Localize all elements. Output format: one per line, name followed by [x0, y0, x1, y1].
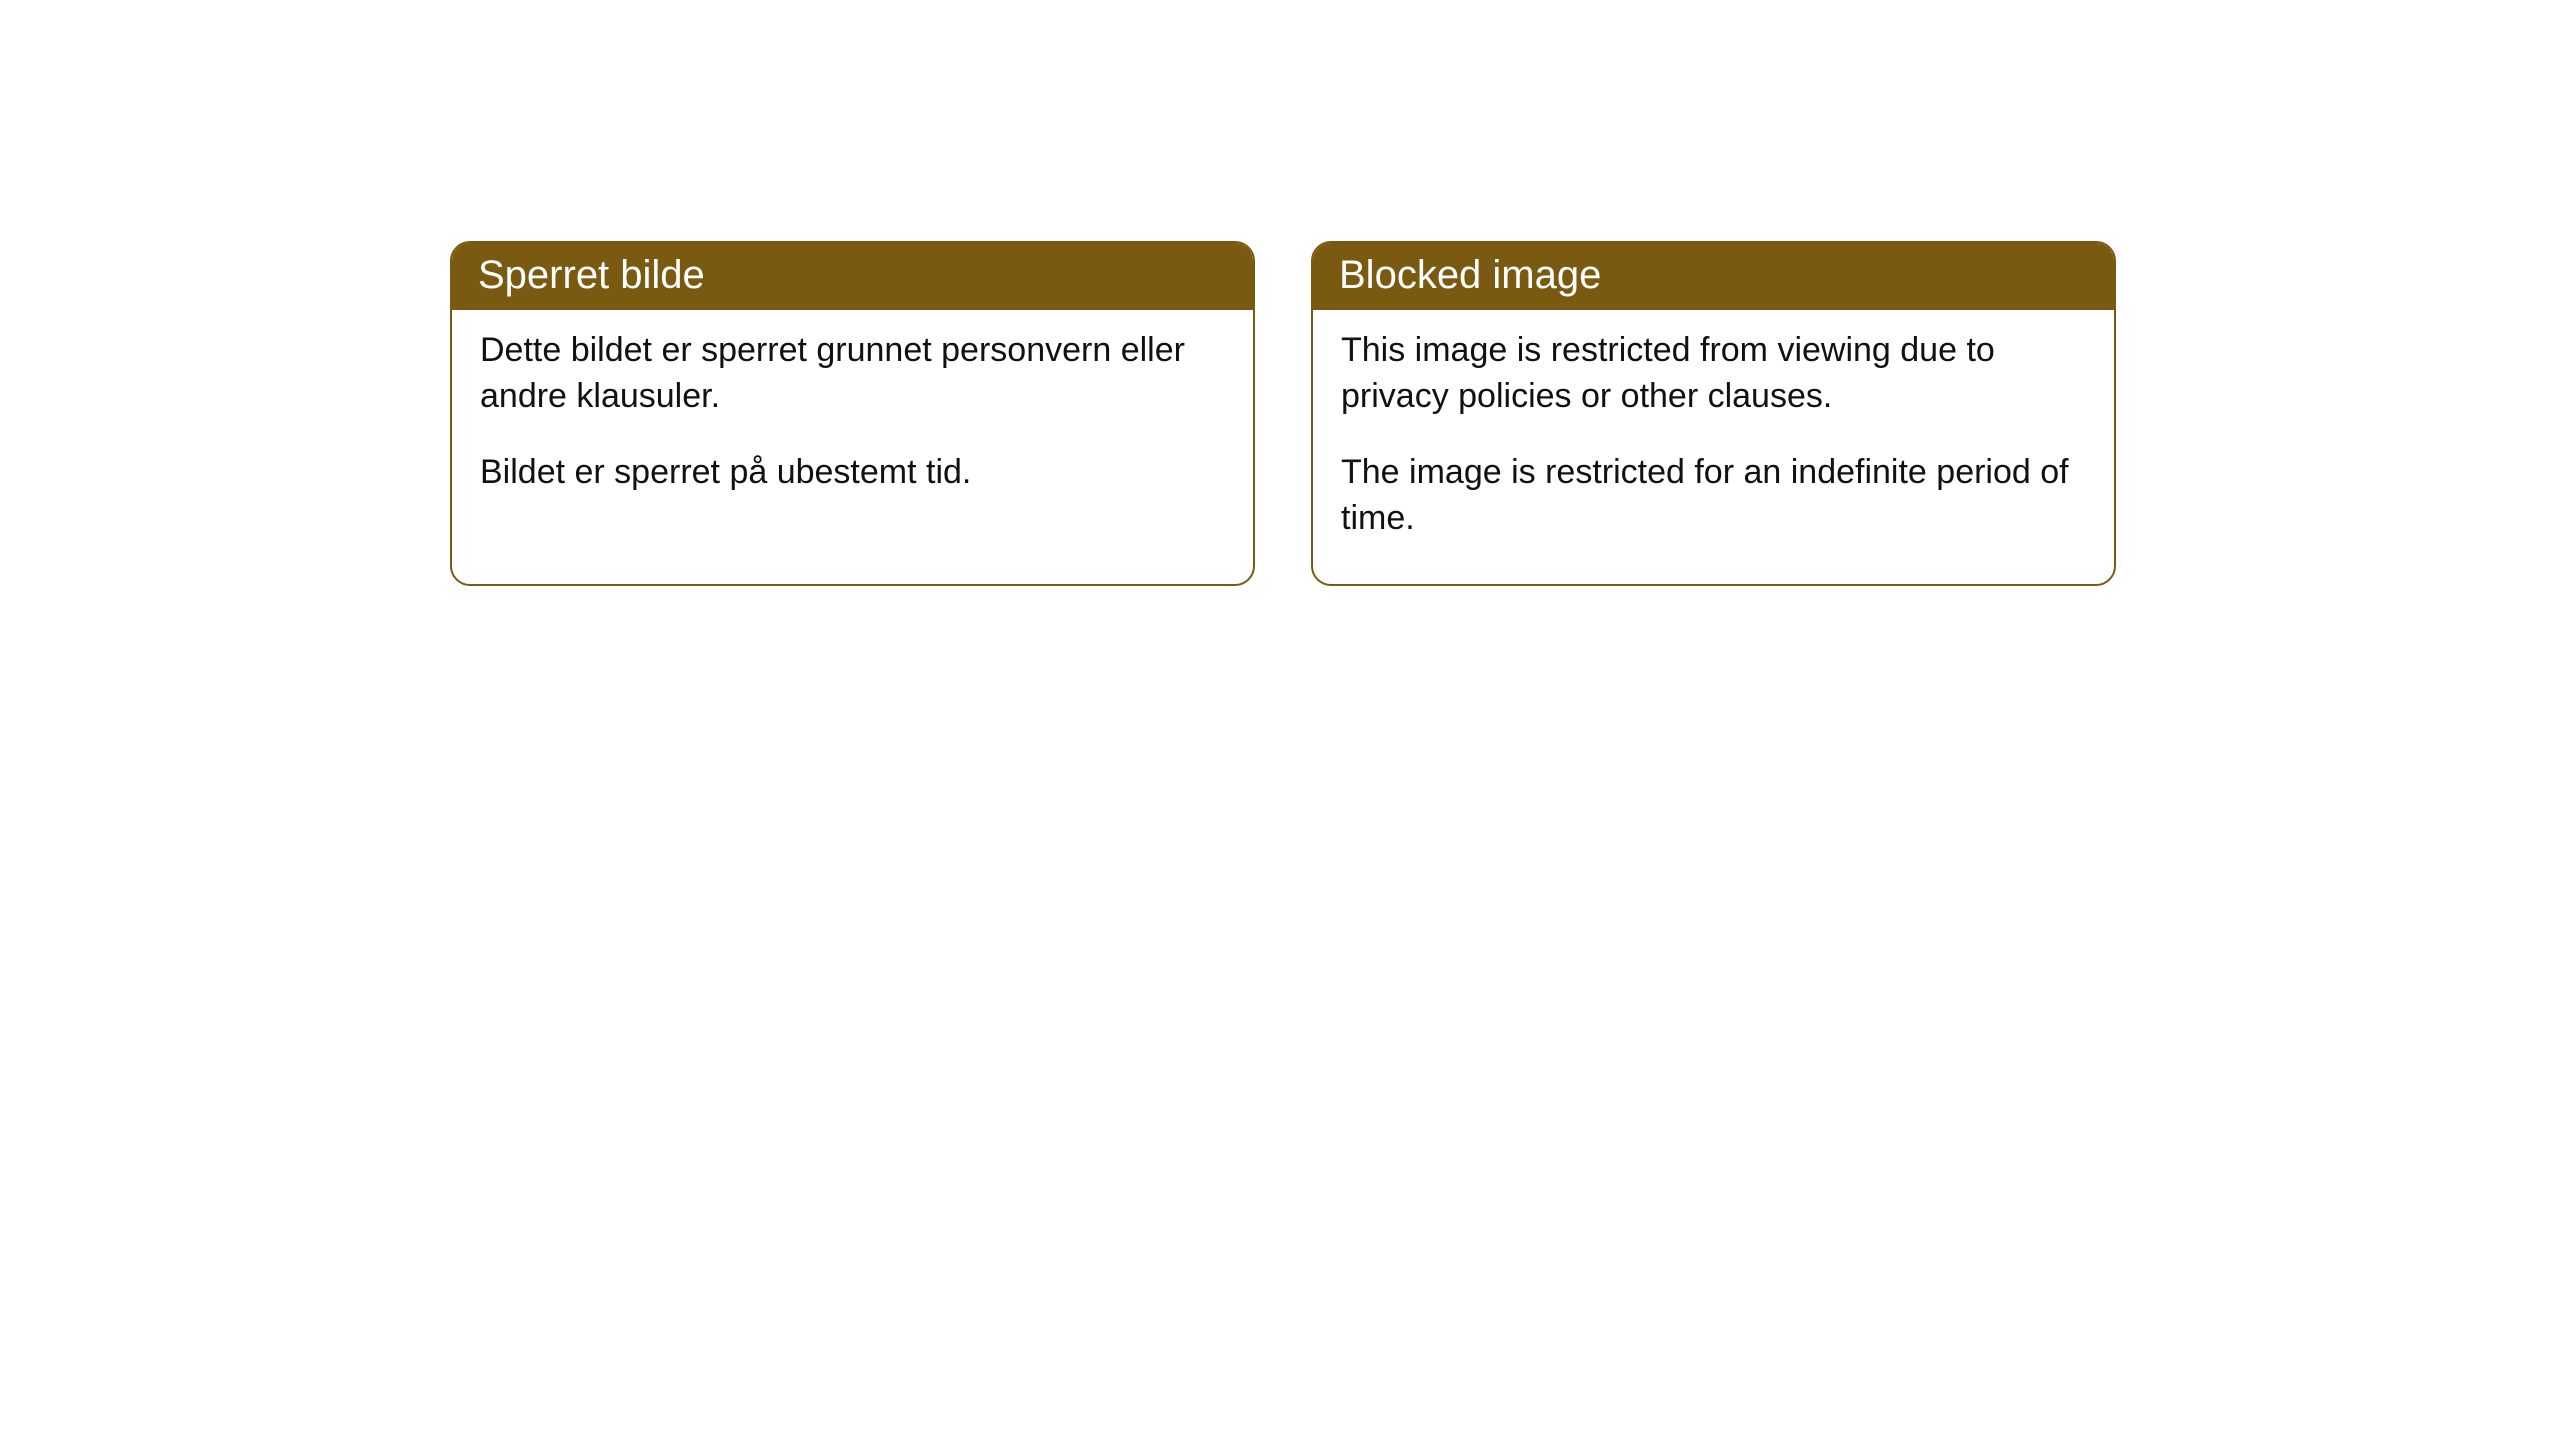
notice-cards-container: Sperret bilde Dette bildet er sperret gr… [450, 241, 2116, 586]
notice-card-paragraph: Bildet er sperret på ubestemt tid. [480, 450, 1225, 496]
notice-card-paragraph: Dette bildet er sperret grunnet personve… [480, 328, 1225, 420]
notice-card-body: Dette bildet er sperret grunnet personve… [452, 310, 1253, 538]
notice-card-norwegian: Sperret bilde Dette bildet er sperret gr… [450, 241, 1255, 586]
notice-card-body: This image is restricted from viewing du… [1313, 310, 2114, 584]
notice-card-paragraph: The image is restricted for an indefinit… [1341, 450, 2086, 542]
notice-card-english: Blocked image This image is restricted f… [1311, 241, 2116, 586]
notice-card-paragraph: This image is restricted from viewing du… [1341, 328, 2086, 420]
notice-card-title: Sperret bilde [452, 243, 1253, 310]
notice-card-title: Blocked image [1313, 243, 2114, 310]
